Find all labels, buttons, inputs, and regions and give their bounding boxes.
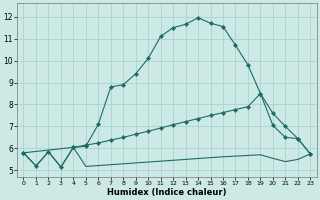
- X-axis label: Humidex (Indice chaleur): Humidex (Indice chaleur): [107, 188, 227, 197]
